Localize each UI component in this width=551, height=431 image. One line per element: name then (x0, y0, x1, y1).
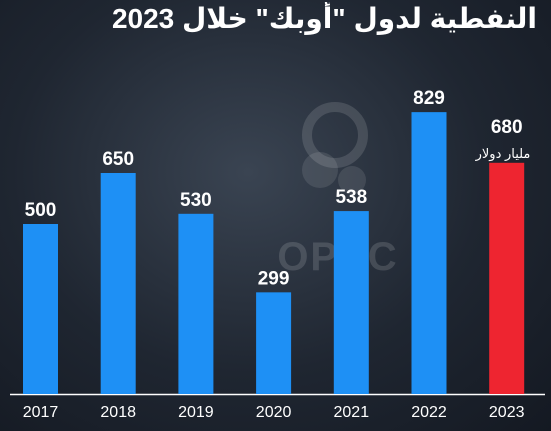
chart-title: النفطية لدول "أوبك" خلال 2023 (111, 3, 537, 34)
bar-2022 (411, 112, 447, 394)
x-tick-label-2022: 2022 (411, 404, 447, 421)
bar-2017 (23, 224, 58, 394)
data-label-2022: 829 (413, 88, 445, 109)
opec-logo-watermark (302, 102, 368, 194)
bar-2018 (100, 173, 136, 394)
data-label-2020: 299 (258, 268, 290, 289)
data-label-2018: 650 (102, 149, 134, 170)
x-tick-label-2019: 2019 (178, 404, 214, 421)
x-tick-label-2020: 2020 (256, 404, 292, 421)
bar-2020 (256, 292, 292, 394)
x-tick-label-2017: 2017 (23, 404, 59, 421)
bar-2019 (178, 213, 214, 394)
bar-2021 (333, 211, 369, 394)
data-label-2021: 538 (335, 187, 367, 208)
bar-2023 (489, 162, 525, 394)
data-label-2019: 530 (180, 190, 212, 211)
data-label-2023: 680 (491, 117, 523, 138)
unit-label: مليار دولار (475, 146, 531, 161)
x-tick-label-2023: 2023 (489, 404, 525, 421)
x-tick-label-2018: 2018 (100, 404, 136, 421)
x-tick-label-2021: 2021 (334, 404, 370, 421)
data-label-2017: 500 (25, 200, 57, 221)
